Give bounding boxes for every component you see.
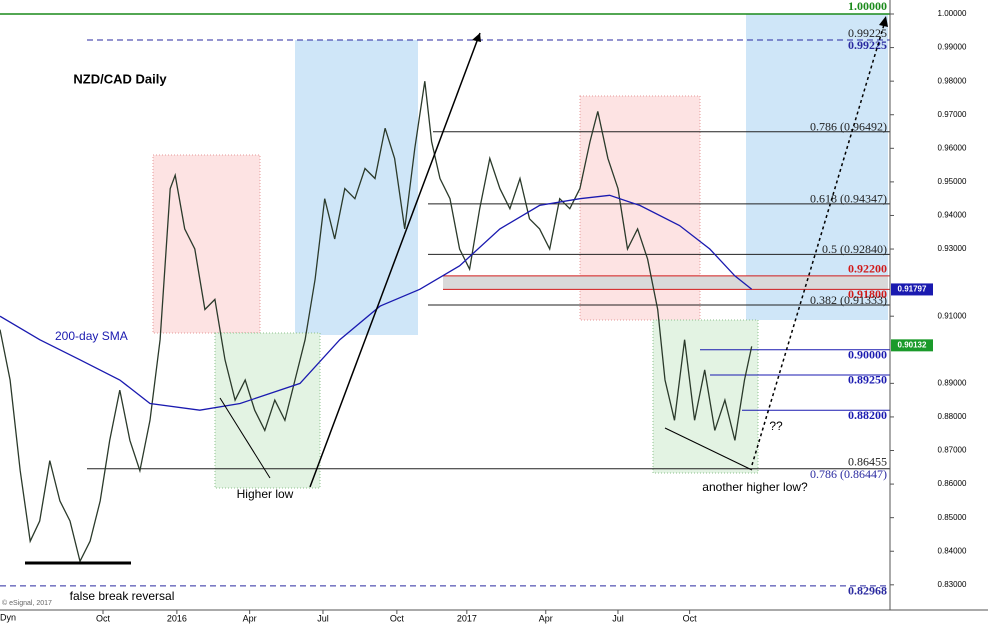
y-tick-label: 0.89000 (938, 378, 967, 387)
copyright: © eSignal, 2017 (2, 599, 52, 607)
chart-title: NZD/CAD Daily (73, 71, 167, 86)
y-tick-label: 0.91000 (938, 311, 967, 320)
price-line (0, 81, 753, 564)
zone (152, 154, 261, 334)
x-tick-label: Apr (539, 613, 553, 623)
annotation: another higher low? (702, 480, 808, 494)
y-tick-label: 0.84000 (938, 546, 967, 555)
x-tick-label: Oct (683, 613, 698, 623)
level-label: 0.89250 (848, 373, 887, 387)
level-label: 0.5 (0.92840) (822, 242, 887, 256)
level-label: 0.90000 (848, 348, 887, 362)
x-tick-label: Oct (96, 613, 111, 623)
y-tick-label: 0.98000 (938, 76, 967, 85)
y-tick-label: 0.95000 (938, 177, 967, 186)
y-tick-label: 0.86000 (938, 479, 967, 488)
annotation: ?? (769, 419, 783, 433)
level-label: 0.99225 (848, 38, 887, 52)
zone (214, 332, 321, 489)
price-marker-label: 0.91797 (898, 285, 927, 294)
level-label: 0.92200 (848, 262, 887, 276)
trend-line (219, 397, 271, 479)
x-tick-label: 2016 (167, 613, 187, 623)
x-tick-label: Apr (243, 613, 257, 623)
corner-label: Dyn (0, 612, 16, 622)
arrow-head (472, 33, 481, 42)
price-marker (891, 339, 933, 352)
y-tick-label: 0.83000 (938, 580, 967, 589)
arrow-head (879, 16, 888, 27)
x-tick-label: Jul (317, 613, 329, 623)
level-label: 1.00000 (848, 0, 887, 13)
price-marker-label: 0.90132 (898, 340, 927, 349)
y-tick-label: 0.94000 (938, 211, 967, 220)
y-tick-label: 0.96000 (938, 143, 967, 152)
y-tick-label: 0.99000 (938, 43, 967, 52)
sma-label: 200-day SMA (55, 329, 128, 343)
y-tick-label: 0.97000 (938, 110, 967, 119)
level-label: 0.99225 (848, 26, 887, 40)
x-tick-label: Jul (612, 613, 624, 623)
level-label: 0.86455 (848, 455, 887, 469)
level-label: 0.786 (0.86447) (810, 467, 887, 481)
annotation: Higher low (237, 487, 294, 501)
zone (746, 14, 888, 320)
price-marker (891, 283, 933, 296)
level-label: 0.382 (0.91333) (810, 293, 887, 307)
y-tick-label: 1.00000 (938, 9, 967, 18)
level-label: 0.88200 (848, 408, 887, 422)
trend-line (664, 427, 753, 471)
level-label: 0.82968 (848, 584, 887, 598)
level-label: 0.618 (0.94347) (810, 192, 887, 206)
zone (295, 40, 418, 335)
x-tick-label: 2017 (457, 613, 477, 623)
y-tick-label: 0.88000 (938, 412, 967, 421)
trend-arrow (309, 32, 481, 488)
level-label: 0.786 (0.96492) (810, 120, 887, 134)
annotation: false break reversal (70, 589, 175, 603)
y-tick-label: 0.93000 (938, 244, 967, 253)
y-tick-label: 0.85000 (938, 513, 967, 522)
zone (443, 276, 888, 289)
x-tick-label: Oct (390, 613, 405, 623)
sma-line (0, 194, 753, 411)
level-label: 0.91800 (848, 287, 887, 301)
y-tick-label: 0.87000 (938, 446, 967, 455)
